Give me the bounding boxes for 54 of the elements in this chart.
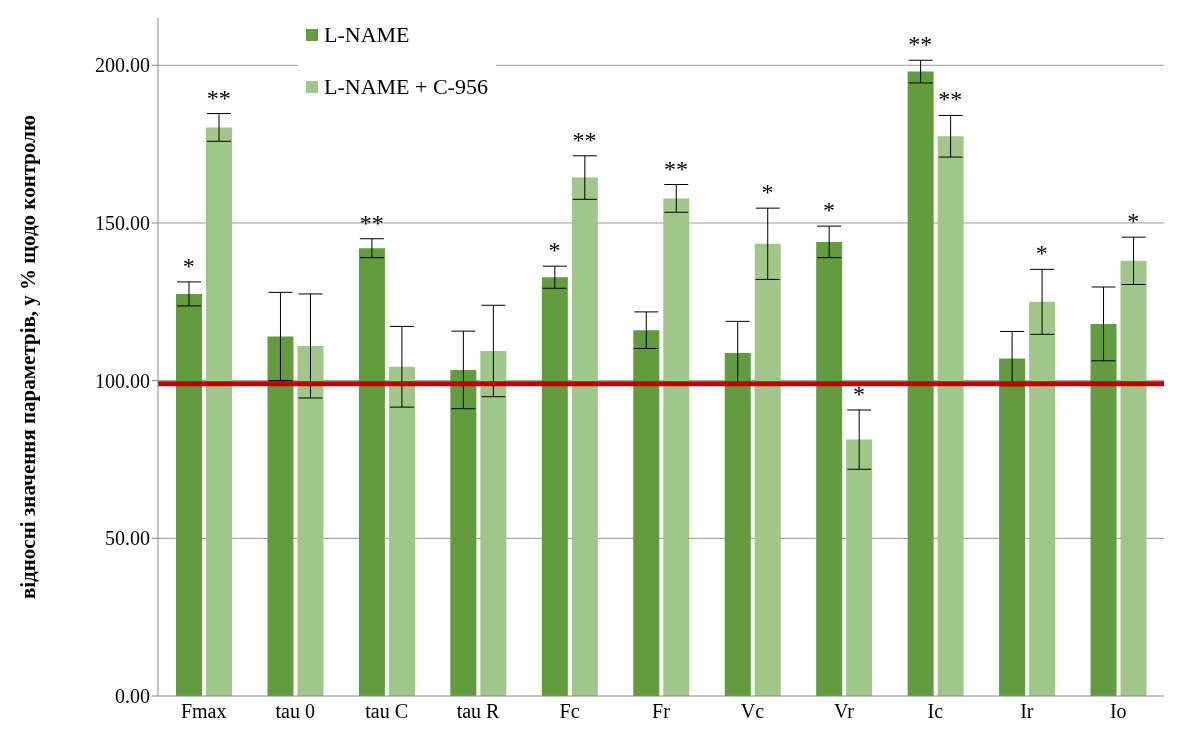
annotation: ** [664,155,688,182]
bar [206,127,232,696]
x-tick-label: Ir [1020,700,1034,723]
y-tick-label: 50.00 [105,527,150,550]
y-axis-title: відносні значення параметрів, у % щодо контролю [16,114,41,600]
x-tick-label: Vc [740,700,765,723]
bar [480,351,507,696]
x-tick-label: Vr [833,700,855,723]
annotation: ** [908,31,933,58]
bar [754,243,781,696]
x-tick-label: tau 0 [275,700,315,723]
bar [297,345,324,696]
bar [907,71,934,696]
annotation: * [182,252,195,279]
annotation: ** [359,209,384,236]
x-tick-label: Io [1109,700,1127,723]
bar [1029,301,1056,696]
bar [571,177,598,696]
bar [358,248,385,696]
annotation: * [852,380,865,407]
x-tick-label: Fmax [180,700,227,723]
x-tick-label: tau R [456,700,501,723]
bar [450,369,477,696]
bar [663,198,690,696]
annotation: * [822,197,835,224]
bar [633,330,660,696]
annotation: ** [572,126,597,153]
y-tick-label: 0.00 [115,685,150,708]
annotation: ** [938,86,963,113]
bar [1090,323,1117,696]
bar [541,277,568,696]
legend-label: L-NAME + C-956 [324,74,488,100]
x-tick-label: Ic [927,700,944,723]
bar [999,358,1026,696]
bar [176,293,202,696]
y-tick-label: 200.00 [95,54,150,77]
bar [816,241,843,696]
bar [937,136,964,696]
legend-label: L-NAME [324,22,410,48]
annotation: * [761,179,774,206]
annotation: * [548,237,561,264]
bar [267,336,294,696]
x-tick-label: Fr [652,700,671,723]
annotation: * [1127,208,1140,235]
annotation: * [1035,240,1048,267]
bar [724,352,751,696]
annotation: ** [206,84,231,111]
x-tick-label: Fc [559,700,580,723]
bar [388,366,415,696]
bar [1120,260,1147,696]
x-tick-label: tau C [365,700,409,723]
y-tick-label: 100.00 [95,369,150,392]
bar [846,439,873,696]
y-tick-label: 150.00 [95,212,150,235]
